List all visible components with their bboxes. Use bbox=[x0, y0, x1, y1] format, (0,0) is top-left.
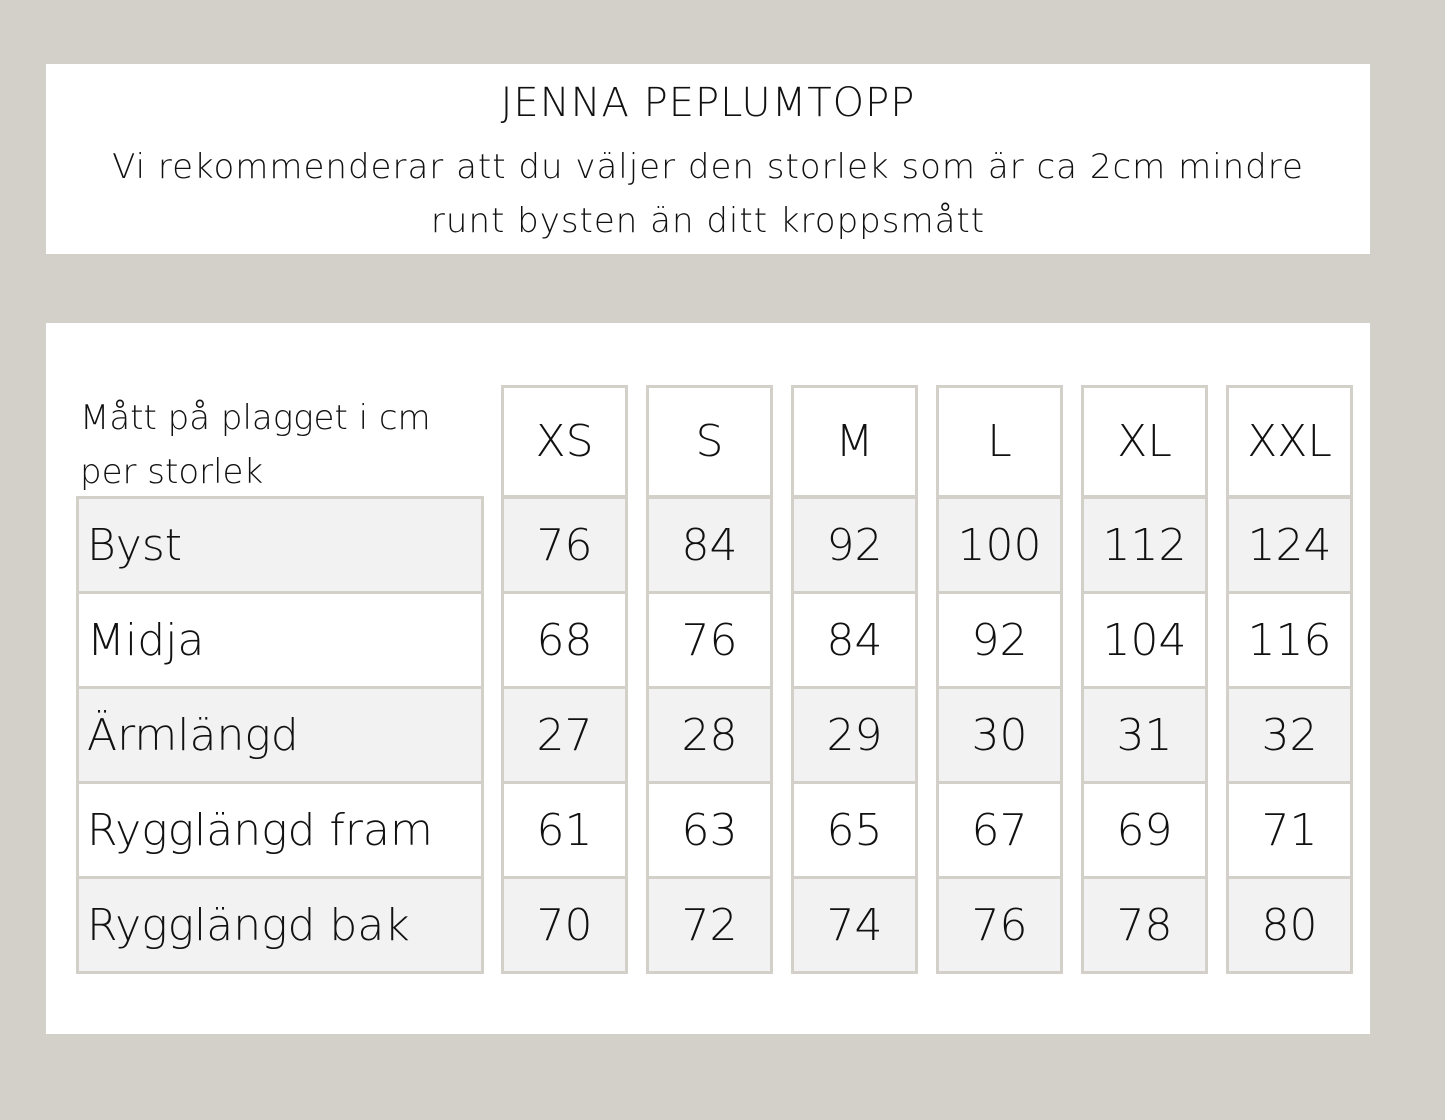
table-cell: 74 bbox=[791, 876, 918, 974]
table-cell: 30 bbox=[936, 686, 1063, 784]
table-cell: 80 bbox=[1226, 876, 1353, 974]
table-cell: 28 bbox=[646, 686, 773, 784]
table-cell: 72 bbox=[646, 876, 773, 974]
size-header-xs: XS bbox=[501, 385, 628, 498]
size-table: Mått på plagget i cm per storlek XS S M L XL… bbox=[46, 323, 1370, 1034]
table-cell: 76 bbox=[501, 496, 628, 594]
table-cell: 67 bbox=[936, 781, 1063, 879]
size-header-xxl: XXL bbox=[1226, 385, 1353, 498]
table-cell: 112 bbox=[1081, 496, 1208, 594]
row-label: Rygglängd bak bbox=[76, 876, 484, 974]
row-label: Ärmlängd bbox=[76, 686, 484, 784]
table-cell: 65 bbox=[791, 781, 918, 879]
size-header-l: L bbox=[936, 385, 1063, 498]
size-header-m: M bbox=[791, 385, 918, 498]
table-cell: 71 bbox=[1226, 781, 1353, 879]
table-cell: 76 bbox=[646, 591, 773, 689]
table-cell: 116 bbox=[1226, 591, 1353, 689]
header-panel: JENNA PEPLUMTOPP Vi rekommenderar att du… bbox=[46, 64, 1370, 254]
page-subtitle: Vi rekommenderar att du väljer den storl… bbox=[112, 147, 1304, 241]
table-cell: 92 bbox=[936, 591, 1063, 689]
table-cell: 32 bbox=[1226, 686, 1353, 784]
size-header-s: S bbox=[646, 385, 773, 498]
table-cell: 63 bbox=[646, 781, 773, 879]
table-cell: 76 bbox=[936, 876, 1063, 974]
table-cell: 100 bbox=[936, 496, 1063, 594]
page-title: JENNA PEPLUMTOPP bbox=[500, 80, 916, 126]
table-cell: 84 bbox=[646, 496, 773, 594]
row-label: Byst bbox=[76, 496, 484, 594]
table-cell: 78 bbox=[1081, 876, 1208, 974]
table-cell: 68 bbox=[501, 591, 628, 689]
table-cell: 84 bbox=[791, 591, 918, 689]
table-corner-label: Mått på plagget i cm per storlek bbox=[80, 398, 431, 492]
table-cell: 124 bbox=[1226, 496, 1353, 594]
table-cell: 69 bbox=[1081, 781, 1208, 879]
table-cell: 92 bbox=[791, 496, 918, 594]
row-label: Midja bbox=[76, 591, 484, 689]
table-cell: 70 bbox=[501, 876, 628, 974]
table-cell: 27 bbox=[501, 686, 628, 784]
table-cell: 104 bbox=[1081, 591, 1208, 689]
row-label: Rygglängd fram bbox=[76, 781, 484, 879]
table-cell: 31 bbox=[1081, 686, 1208, 784]
size-header-xl: XL bbox=[1081, 385, 1208, 498]
table-cell: 61 bbox=[501, 781, 628, 879]
table-cell: 29 bbox=[791, 686, 918, 784]
